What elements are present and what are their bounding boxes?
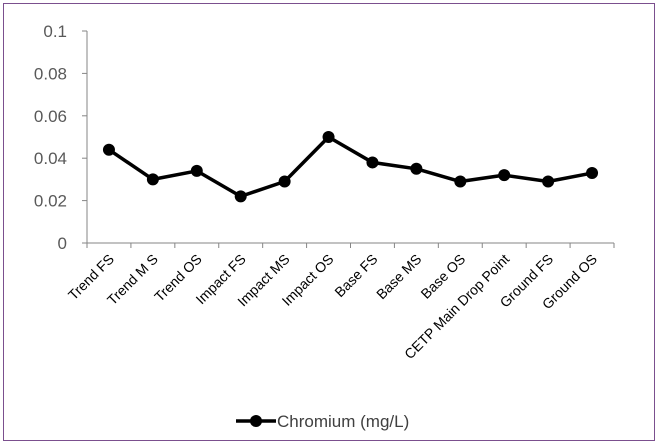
y-tick-label: 0.1 (43, 22, 67, 41)
data-point (190, 164, 203, 177)
data-point (410, 162, 423, 175)
legend: Chromium (mg/L) (236, 412, 409, 431)
x-category-label: Base MS (373, 251, 424, 302)
x-category-label: Base FS (331, 251, 380, 300)
data-point (366, 156, 379, 169)
y-tick-label: 0.02 (34, 192, 67, 211)
data-point (146, 173, 159, 186)
legend-label: Chromium (mg/L) (277, 412, 409, 431)
data-point (454, 175, 467, 188)
y-tick-label: 0.08 (34, 64, 67, 83)
data-point (322, 131, 335, 143)
legend-marker (250, 415, 262, 427)
data-point (102, 143, 115, 156)
data-point (498, 169, 511, 182)
chart-frame (3, 3, 655, 441)
series-layer (102, 131, 599, 203)
data-point (586, 167, 599, 180)
series-line (107, 135, 593, 199)
axes (86, 31, 614, 244)
y-axis-ticks: 0 0.02 0.04 0.06 0.08 0.1 (34, 22, 87, 253)
data-point (234, 190, 247, 203)
data-point (542, 175, 555, 188)
y-tick-label: 0 (58, 234, 67, 253)
data-point (278, 175, 291, 188)
y-tick-label: 0.04 (34, 149, 67, 168)
y-tick-label: 0.06 (34, 107, 67, 126)
